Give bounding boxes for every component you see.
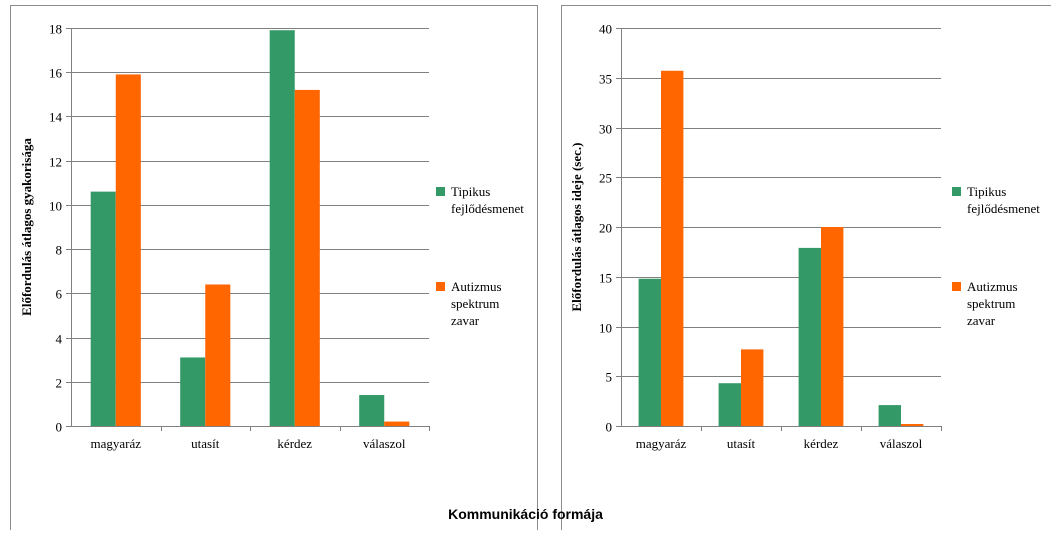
y-tick-label: 10 (49, 199, 62, 214)
y-tick-label: 2 (56, 376, 63, 391)
y-tick-label: 15 (599, 271, 612, 286)
legend-entry: Autizmus spektrum zavar (451, 279, 502, 328)
x-tick-label: kérdez (804, 436, 839, 451)
bar-autizmus (901, 424, 923, 426)
chart-left: 0 2 4 6 8 10 12 14 16 18 magyaráz utasít kérdez válas… (11, 6, 538, 531)
legend-swatch (436, 187, 445, 196)
y-axis-label: Előfordulás átlagos ideje (sec.) (569, 143, 584, 312)
bar-autizmus (741, 349, 763, 426)
legend-entry: Tipikus fejlődésmenet (967, 184, 1040, 216)
bar-tipikus (91, 192, 116, 426)
x-tick-label: válaszol (363, 436, 406, 451)
legend-entry-line: Autizmus (451, 279, 502, 294)
x-tick-label: válaszol (880, 436, 923, 451)
legend-entry-line: spektrum (967, 296, 1015, 311)
legend-entry: Autizmus spektrum zavar (967, 279, 1018, 328)
y-tick-label: 35 (599, 72, 612, 87)
legend-entry-line: zavar (967, 313, 996, 328)
legend-swatch (436, 282, 445, 291)
y-tick-label: 40 (599, 22, 612, 37)
bar-tipikus (639, 279, 661, 426)
bar-tipikus (799, 248, 821, 426)
legend-entry: Tipikus fejlődésmenet (451, 184, 524, 216)
y-tick-label: 8 (56, 243, 63, 258)
x-axis-caption: Kommunikáció formája (0, 506, 1051, 522)
bar-tipikus (719, 383, 741, 426)
y-tick-label: 5 (606, 370, 613, 385)
x-tick-label: utasít (191, 436, 220, 451)
legend-swatch (952, 282, 961, 291)
legend-entry-line: fejlődésmenet (451, 201, 524, 216)
y-tick-label: 14 (49, 110, 63, 125)
legend-entry-line: Tipikus (451, 184, 490, 199)
legend-entry-line: fejlődésmenet (967, 201, 1040, 216)
x-tick-label: magyaráz (636, 436, 687, 451)
bar-tipikus (180, 357, 205, 426)
bar-autizmus (384, 422, 409, 426)
y-tick-label: 6 (56, 287, 63, 302)
bar-autizmus (821, 227, 843, 426)
y-tick-label: 0 (606, 420, 613, 435)
legend-entry-line: spektrum (451, 296, 499, 311)
legend-entry-line: Tipikus (967, 184, 1006, 199)
x-tick-label: magyaráz (90, 436, 141, 451)
legend-entry-line: zavar (451, 313, 480, 328)
y-axis-label: Előfordulás átlagos gyakorisága (19, 138, 34, 316)
y-tick-label: 0 (56, 420, 63, 435)
bar-tipikus (270, 30, 295, 426)
y-tick-label: 16 (49, 66, 63, 81)
y-tick-label: 25 (599, 171, 612, 186)
bar-autizmus (661, 71, 683, 426)
bar-autizmus (205, 284, 230, 426)
y-tick-label: 18 (49, 22, 62, 37)
bar-autizmus (295, 90, 320, 426)
y-tick-label: 30 (599, 122, 612, 137)
bar-tipikus (879, 405, 901, 426)
chart-right: 0 5 10 15 20 25 30 35 40 magyaráz utasít kérdez vála… (562, 6, 1051, 531)
legend-entry-line: Autizmus (967, 279, 1018, 294)
bar-autizmus (116, 74, 141, 426)
x-tick-label: kérdez (277, 436, 312, 451)
x-tick-label: utasít (727, 436, 756, 451)
y-tick-label: 12 (49, 155, 62, 170)
legend-swatch (952, 187, 961, 196)
bar-tipikus (359, 395, 384, 426)
y-tick-label: 20 (599, 221, 612, 236)
y-tick-label: 4 (56, 332, 63, 347)
y-tick-label: 10 (599, 321, 612, 336)
